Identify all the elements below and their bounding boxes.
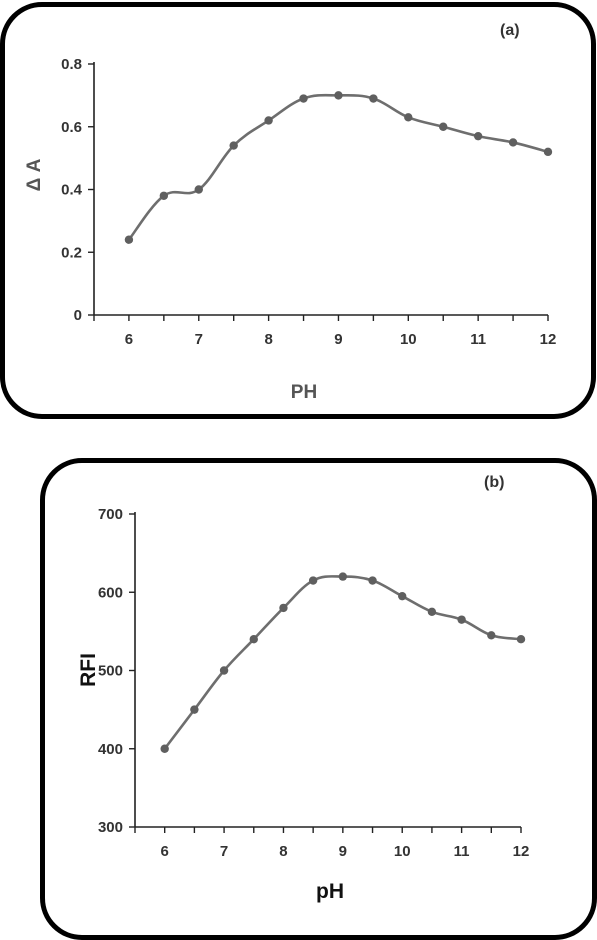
y-tick-label: 0.8 [61, 56, 82, 73]
x-tick-label: 10 [394, 843, 411, 860]
data-point [439, 122, 448, 131]
data-point [457, 615, 466, 624]
y-tick-label: 600 [98, 584, 123, 601]
data-point [159, 191, 169, 200]
y-tick-label: 0 [74, 307, 82, 324]
data-point [190, 705, 199, 714]
data-point [194, 185, 203, 194]
x-tick-label: 9 [334, 331, 342, 348]
plot-area-b: 300 400 500 600 700 6 7 8 9 10 11 12 [98, 506, 529, 860]
y-tick-label: 500 [98, 663, 123, 680]
x-tick-label: 7 [220, 843, 228, 860]
data-point [487, 631, 496, 640]
x-tick-label: 9 [339, 843, 347, 860]
y-tick-label: 300 [98, 819, 123, 836]
data-point [334, 91, 343, 100]
x-tick-label: 7 [195, 331, 203, 348]
series-line [127, 93, 549, 241]
data-point [368, 576, 377, 585]
data-point [249, 635, 258, 644]
data-point [398, 591, 407, 601]
x-tick-label: 11 [454, 843, 470, 860]
data-point [338, 572, 348, 581]
data-point [308, 576, 318, 585]
x-tick-label: 8 [264, 331, 272, 348]
y-tick-label: 0.4 [61, 182, 83, 199]
data-point [543, 147, 553, 157]
y-tick-label: 700 [98, 506, 123, 523]
data-point [516, 635, 526, 644]
panel-label-a: (a) [500, 22, 520, 39]
plot-area-a: 0 0.2 0.4 0.6 0.8 6 7 8 9 10 11 12 [61, 56, 556, 348]
x-axis-title-b: pH [316, 880, 344, 903]
y-tick-label: 0.6 [61, 119, 82, 136]
y-tick-label: 400 [98, 741, 123, 758]
data-point [160, 744, 169, 753]
data-point [508, 138, 518, 147]
data-point [369, 94, 378, 103]
panel-label-b: (b) [484, 474, 504, 491]
x-tick-label: 8 [279, 843, 287, 860]
x-tick-label: 12 [513, 843, 530, 860]
data-point [219, 666, 229, 675]
y-axis-title-a: Δ A [24, 158, 45, 191]
y-tick-label: 0.2 [61, 244, 82, 261]
x-tick-label: 12 [540, 331, 557, 348]
chart-panel-b [40, 458, 597, 940]
data-point [473, 131, 483, 141]
y-axis-title-b: RFI [77, 653, 100, 687]
x-tick-label: 11 [470, 331, 486, 348]
chart-panel-a [0, 2, 596, 419]
data-point [279, 603, 288, 613]
x-axis-title-a: PH [291, 382, 317, 403]
data-point [264, 116, 273, 125]
data-point [229, 141, 238, 150]
series-line [163, 575, 522, 750]
x-tick-label: 6 [161, 843, 169, 860]
data-point [299, 94, 308, 103]
data-point [427, 607, 437, 617]
data-point [124, 235, 134, 244]
x-tick-label: 6 [125, 331, 133, 348]
x-tick-label: 10 [400, 331, 417, 348]
data-point [404, 113, 413, 122]
